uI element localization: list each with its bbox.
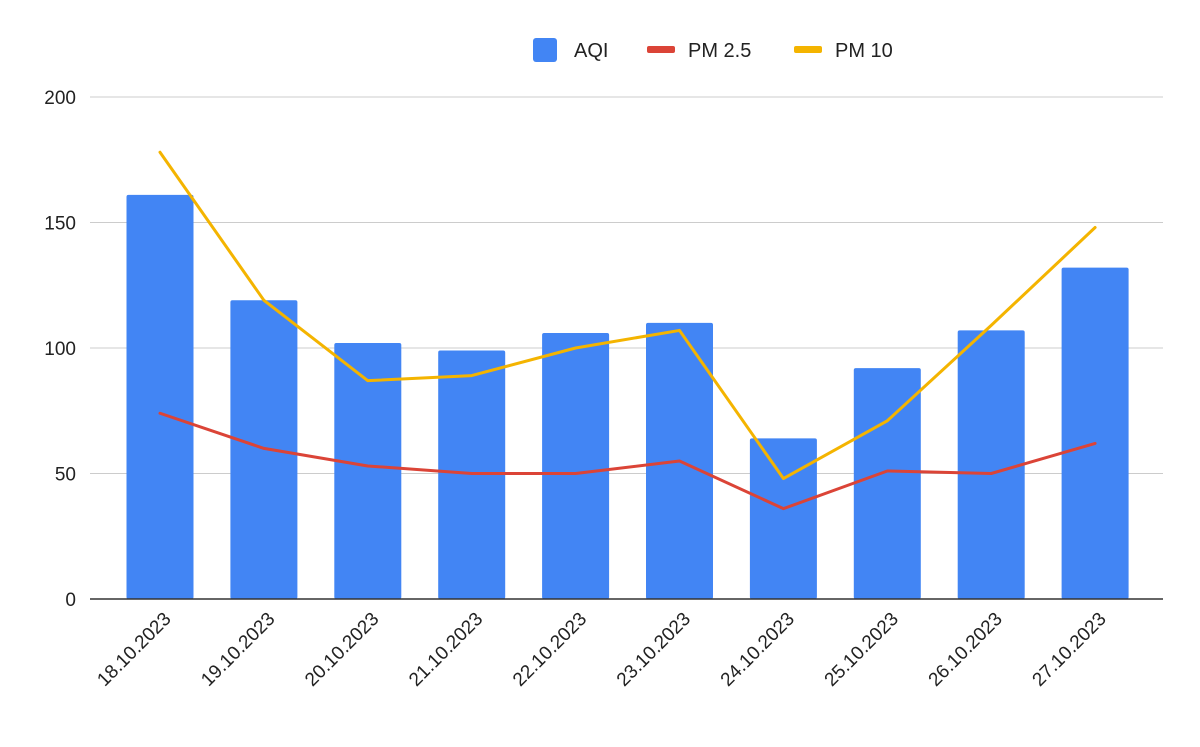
x-tick-label: 26.10.2023 — [925, 609, 1007, 691]
bar-aqi — [542, 333, 609, 599]
x-tick-label: 27.10.2023 — [1029, 609, 1111, 691]
bar-aqi — [127, 195, 194, 599]
legend-swatch — [647, 46, 675, 53]
x-tick-label: 19.10.2023 — [197, 609, 279, 691]
bar-aqi — [854, 368, 921, 599]
line-layer — [160, 152, 1095, 509]
bar-aqi — [958, 330, 1025, 599]
x-tick-label: 25.10.2023 — [821, 609, 903, 691]
bar-layer — [127, 195, 1129, 599]
y-tick-label: 150 — [44, 214, 76, 235]
line-pm-10 — [160, 152, 1095, 478]
y-tick-label: 200 — [44, 88, 76, 109]
x-tick-label: 18.10.2023 — [93, 609, 175, 691]
legend-label: PM 10 — [835, 40, 893, 62]
x-tick-label: 20.10.2023 — [301, 609, 383, 691]
y-tick-label: 0 — [65, 590, 76, 611]
legend-label: PM 2.5 — [688, 40, 751, 62]
legend-swatch — [533, 38, 557, 62]
y-tick-label: 50 — [55, 465, 76, 486]
legend-label: AQI — [574, 40, 608, 62]
x-tick-label: 24.10.2023 — [717, 609, 799, 691]
line-pm-2-5 — [160, 413, 1095, 508]
y-tick-label: 100 — [44, 339, 76, 360]
legend: AQI PM 2.5 PM 10 — [533, 38, 893, 62]
legend-swatch — [794, 46, 822, 53]
x-tick-label: 23.10.2023 — [613, 609, 695, 691]
x-tick-label: 21.10.2023 — [405, 609, 487, 691]
x-tick-label: 22.10.2023 — [509, 609, 591, 691]
bar-aqi — [750, 438, 817, 599]
bar-aqi — [1062, 268, 1129, 599]
